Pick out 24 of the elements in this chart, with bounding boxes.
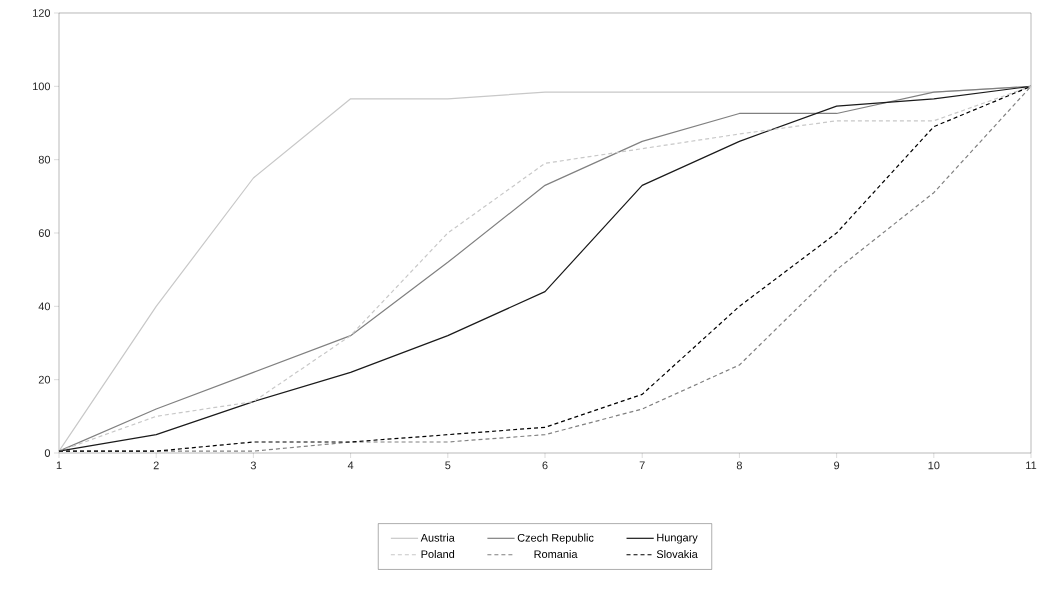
y-tick-label: 100 <box>33 82 51 91</box>
x-tick-label: 7 <box>639 461 645 470</box>
y-tick-label: 20 <box>38 375 51 384</box>
x-tick-label: 11 <box>1026 461 1037 470</box>
y-tick-label: 40 <box>38 302 51 311</box>
x-tick-label: 8 <box>736 461 742 470</box>
legend-label: Poland <box>421 550 455 559</box>
x-tick-label: 6 <box>542 461 548 470</box>
legend-label: Czech Republic <box>517 533 594 544</box>
x-tick-label: 5 <box>445 461 451 470</box>
y-tick-label: 120 <box>33 9 51 17</box>
legend-label: Hungary <box>657 533 698 544</box>
legend-label: Romania <box>534 550 578 559</box>
y-tick-label: 0 <box>44 449 51 457</box>
x-tick-label: 1 <box>56 461 62 470</box>
legend-label: Slovakia <box>656 550 698 559</box>
x-tick-label: 10 <box>928 461 940 470</box>
x-tick-label: 4 <box>347 461 354 470</box>
y-tick-label: 60 <box>38 229 51 237</box>
legend-label: Austria <box>420 533 455 542</box>
y-tick-label: 80 <box>38 155 51 164</box>
x-tick-label: 3 <box>250 461 256 470</box>
x-tick-label: 9 <box>834 461 840 470</box>
x-tick-label: 2 <box>153 461 159 470</box>
